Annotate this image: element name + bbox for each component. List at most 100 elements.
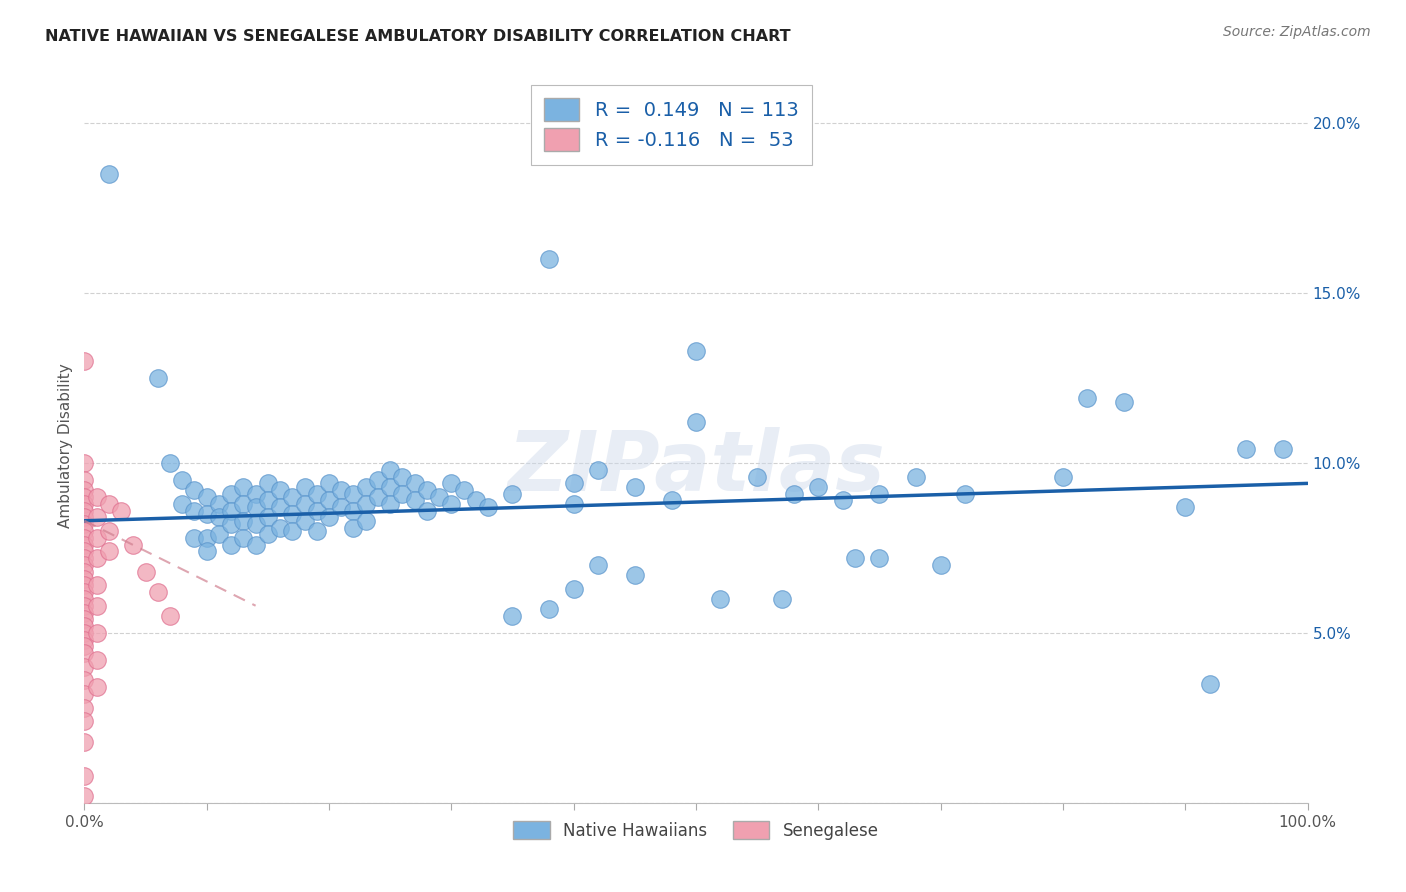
Point	[73, 660, 96, 674]
Point	[195, 490, 218, 504]
Point	[427, 490, 450, 504]
Point	[831, 493, 853, 508]
Point	[245, 537, 267, 551]
Point	[73, 544, 96, 558]
Point	[1174, 500, 1197, 515]
Point	[380, 463, 402, 477]
Point	[538, 252, 561, 266]
Point	[73, 619, 96, 633]
Point	[367, 473, 389, 487]
Point	[245, 486, 267, 500]
Point	[219, 517, 242, 532]
Point	[86, 599, 108, 613]
Point	[73, 646, 96, 660]
Point	[318, 510, 340, 524]
Point	[747, 469, 769, 483]
Point	[86, 490, 108, 504]
Point	[73, 599, 96, 613]
Point	[97, 524, 120, 538]
Point	[1198, 677, 1220, 691]
Point	[562, 476, 585, 491]
Point	[219, 503, 242, 517]
Point	[73, 640, 96, 654]
Point	[281, 490, 304, 504]
Point	[73, 585, 96, 599]
Point	[770, 591, 793, 606]
Point	[97, 167, 120, 181]
Text: ZIPatlas: ZIPatlas	[508, 427, 884, 508]
Point	[318, 476, 340, 491]
Point	[1052, 469, 1074, 483]
Point	[624, 568, 647, 582]
Point	[232, 514, 254, 528]
Point	[195, 531, 218, 545]
Point	[232, 531, 254, 545]
Point	[685, 415, 707, 429]
Point	[305, 486, 328, 500]
Point	[73, 517, 96, 532]
Point	[219, 537, 242, 551]
Point	[73, 612, 96, 626]
Point	[195, 507, 218, 521]
Point	[281, 524, 304, 538]
Point	[73, 503, 96, 517]
Point	[391, 486, 413, 500]
Point	[709, 591, 731, 606]
Point	[219, 486, 242, 500]
Point	[869, 486, 891, 500]
Point	[257, 493, 280, 508]
Point	[257, 527, 280, 541]
Point	[586, 558, 609, 572]
Point	[97, 544, 120, 558]
Point	[354, 497, 377, 511]
Point	[477, 500, 499, 515]
Point	[86, 680, 108, 694]
Point	[159, 456, 181, 470]
Point	[73, 673, 96, 688]
Point	[86, 653, 108, 667]
Point	[538, 602, 561, 616]
Point	[73, 497, 96, 511]
Point	[844, 551, 866, 566]
Point	[195, 544, 218, 558]
Point	[73, 714, 96, 729]
Point	[73, 473, 96, 487]
Point	[367, 490, 389, 504]
Point	[624, 480, 647, 494]
Point	[73, 537, 96, 551]
Point	[1076, 392, 1098, 406]
Point	[783, 486, 806, 500]
Point	[905, 469, 928, 483]
Point	[502, 486, 524, 500]
Point	[416, 483, 439, 498]
Point	[1114, 394, 1136, 409]
Point	[183, 503, 205, 517]
Point	[929, 558, 952, 572]
Point	[269, 500, 291, 515]
Point	[245, 517, 267, 532]
Text: NATIVE HAWAIIAN VS SENEGALESE AMBULATORY DISABILITY CORRELATION CHART: NATIVE HAWAIIAN VS SENEGALESE AMBULATORY…	[45, 29, 790, 44]
Point	[73, 700, 96, 714]
Point	[953, 486, 976, 500]
Point	[807, 480, 830, 494]
Point	[354, 514, 377, 528]
Point	[73, 687, 96, 701]
Point	[502, 608, 524, 623]
Point	[73, 632, 96, 647]
Point	[305, 524, 328, 538]
Point	[380, 497, 402, 511]
Point	[172, 473, 194, 487]
Point	[73, 769, 96, 783]
Point	[86, 510, 108, 524]
Point	[146, 371, 169, 385]
Point	[183, 531, 205, 545]
Point	[73, 626, 96, 640]
Point	[110, 503, 132, 517]
Point	[97, 497, 120, 511]
Point	[73, 524, 96, 538]
Point	[869, 551, 891, 566]
Point	[440, 476, 463, 491]
Point	[146, 585, 169, 599]
Point	[73, 551, 96, 566]
Point	[342, 520, 364, 534]
